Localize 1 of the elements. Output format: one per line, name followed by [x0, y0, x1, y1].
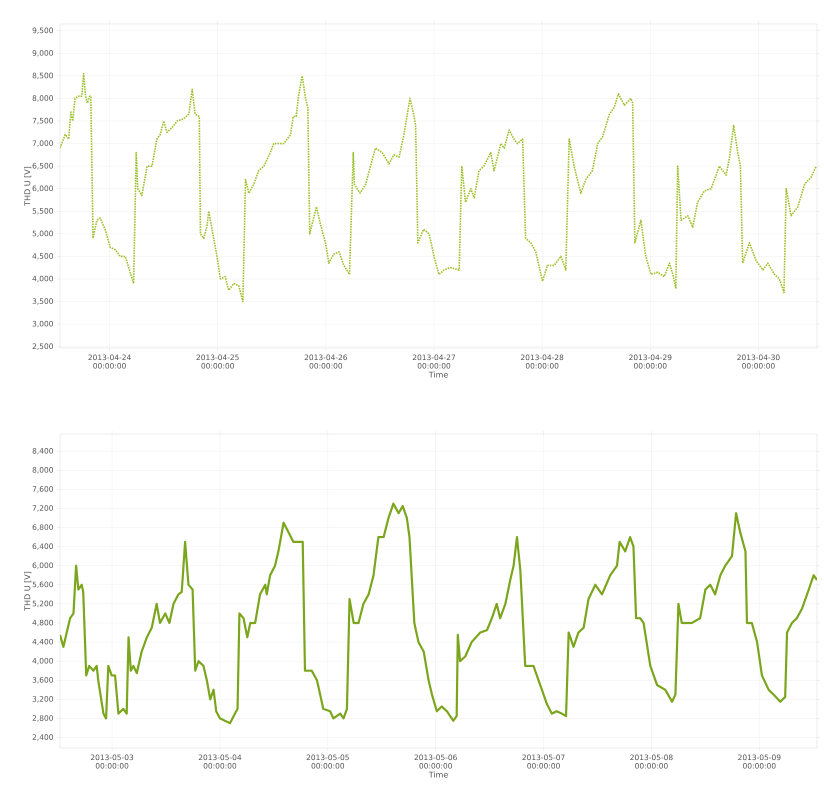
- line-series: [60, 72, 818, 302]
